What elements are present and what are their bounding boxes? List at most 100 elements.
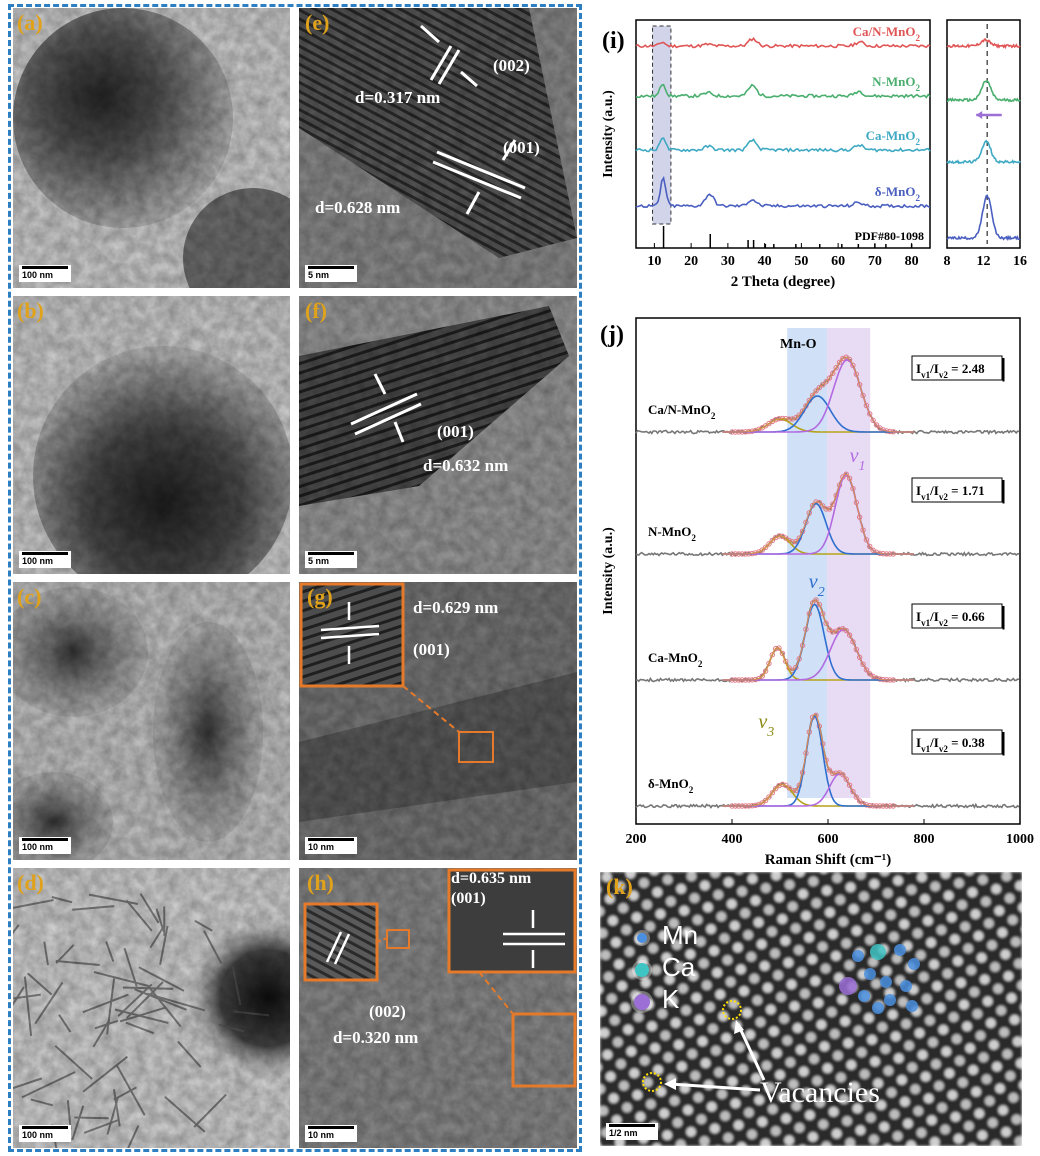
- xrd-series-line: [635, 83, 931, 99]
- raman-x-axis-label: Raman Shift (cm⁻¹): [765, 852, 892, 868]
- raman-x-tick-label: 400: [722, 832, 743, 847]
- xrd-x-tick-label: 70: [868, 254, 882, 269]
- scale-bar-g: 10 nm: [305, 837, 357, 854]
- raman-data-point: [786, 785, 792, 791]
- atom-marker: [884, 994, 896, 1006]
- raman-data-point: [813, 597, 819, 603]
- xrd-highlight-box: [652, 25, 672, 225]
- raman-data-point: [816, 499, 823, 506]
- raman-data-point: [759, 800, 765, 806]
- xrd-series-label: δ-MnO2: [875, 184, 921, 203]
- raman-raw-spectrum: [635, 356, 1020, 436]
- panel-label-d: (d): [17, 870, 44, 895]
- plane-001-e: (001): [503, 138, 540, 157]
- xrd-x-tick-label: 40: [758, 254, 772, 269]
- vacancy-marker: [722, 1000, 742, 1020]
- d-spacing-e2: d=0.628 nm: [315, 198, 401, 217]
- panel-label-c: (c): [17, 584, 42, 609]
- xrd-inset-tick-label: 16: [1013, 254, 1027, 269]
- raman-ratio-label: Iv1/Iv2 = 2.48: [916, 361, 985, 380]
- legend-ca: Ca: [662, 952, 696, 982]
- xrd-x-tick-label: 80: [905, 254, 919, 269]
- raman-data-point: [769, 790, 776, 796]
- raman-fit-envelope: [722, 713, 914, 807]
- raman-v2-label: v2: [809, 571, 825, 600]
- raman-data-point: [856, 798, 863, 804]
- xrd-svg: 10 20 30 40 50 60 70 80 2 Theta (degree) Intensit…: [601, 19, 1027, 290]
- raman-data-point: [840, 771, 846, 778]
- raman-series-label: N-MnO2: [648, 524, 696, 543]
- raman-x-tick-label: 600: [818, 832, 839, 847]
- xrd-x-tick-label: 30: [721, 254, 735, 269]
- hrtem-image-f: (f) (001) d=0.632 nm 5 nm: [299, 296, 577, 574]
- raman-data-point: [813, 388, 819, 394]
- raman-fit-envelope: [722, 473, 914, 555]
- scale-bar-a: 100 nm: [19, 265, 71, 282]
- raman-data-point: [762, 544, 769, 551]
- scale-bar-f: 5 nm: [305, 551, 357, 568]
- atom-marker: [894, 944, 906, 956]
- xrd-inset-series-line: [946, 38, 1021, 50]
- raman-data-point: [870, 417, 876, 424]
- atom-marker: [852, 950, 864, 962]
- raman-data-point: [772, 785, 779, 792]
- xrd-chart: 10 20 30 40 50 60 70 80 2 Theta (degree) Intensit…: [590, 0, 1040, 312]
- panel-label-g: (g): [307, 584, 333, 609]
- scale-bar-b: 100 nm: [19, 551, 71, 568]
- xrd-inset-series-line: [947, 80, 1021, 103]
- xrd-panel-label: (i): [602, 28, 625, 54]
- legend-atom-marker: [634, 994, 650, 1010]
- xrd-y-axis-label: Intensity (a.u.): [601, 90, 616, 178]
- xrd-inset-frame: [946, 19, 1021, 249]
- scale-bar-e: 5 nm: [305, 265, 357, 282]
- xrd-x-tick-label: 10: [647, 254, 661, 269]
- raman-ratio-label: Iv1/Iv2 = 0.38: [916, 735, 985, 754]
- raman-series-label: Ca-MnO2: [648, 650, 703, 669]
- raman-series-label: δ-MnO2: [648, 776, 694, 795]
- panel-label-k: (k): [606, 874, 633, 899]
- raman-ratio-box: [911, 729, 1003, 755]
- raman-data-point: [850, 639, 856, 645]
- panel-label-b: (b): [17, 298, 44, 323]
- raman-data-point: [762, 797, 769, 804]
- d-spacing-f: d=0.632 nm: [423, 456, 509, 475]
- panel-label-a: (a): [17, 10, 43, 35]
- stem-image-k: (k) Mn Ca K Vacancies 1/2 nm: [600, 872, 1022, 1146]
- vacancy-arrow: [736, 1023, 766, 1081]
- raman-data-point: [766, 541, 772, 547]
- raman-data-point: [826, 767, 833, 773]
- plane-001-f: (001): [437, 422, 474, 441]
- raman-data-point: [853, 794, 860, 800]
- raman-data-point: [826, 375, 833, 381]
- raman-data-point: [833, 365, 839, 371]
- raman-mn-o-label: Mn-O: [780, 337, 817, 352]
- atom-marker: [908, 958, 920, 970]
- xrd-x-tick-label: 60: [831, 254, 845, 269]
- plane-001-h: (001): [451, 890, 486, 907]
- raman-data-point: [843, 471, 849, 477]
- raman-data-point: [776, 782, 782, 789]
- legend-atom-marker: [635, 963, 649, 977]
- vacancy-arrow: [669, 1082, 761, 1092]
- xrd-series-line: [635, 175, 931, 209]
- legend-k: K: [662, 984, 680, 1014]
- raman-x-tick-label: 200: [626, 832, 647, 847]
- hrtem-image-h: (h) d=0.635 nm (001) (002) d=0.320 nm 10…: [299, 868, 577, 1148]
- raman-data-point: [772, 645, 779, 652]
- raman-data-point: [820, 611, 826, 617]
- xrd-inset-tick-label: 12: [977, 254, 991, 269]
- xrd-x-tick-label: 50: [794, 254, 808, 269]
- d-spacing-h1: d=0.635 nm: [451, 870, 532, 887]
- atom-marker: [880, 976, 892, 988]
- raman-band: [827, 328, 871, 798]
- raman-data-point: [836, 359, 843, 366]
- raman-svg: 200 400 600 800 1000 Raman Shift (cm⁻¹) Intens…: [600, 317, 1034, 868]
- tem-image-b: (b) 100 nm: [13, 296, 290, 574]
- raman-data-point: [793, 415, 799, 421]
- xrd-inset-tick-label: 8: [944, 254, 951, 269]
- raman-data-point: [823, 620, 829, 626]
- raman-v3-label: v3: [758, 711, 774, 740]
- scale-bar-h: 10 nm: [305, 1125, 357, 1142]
- raman-data-point: [759, 673, 765, 679]
- xrd-x-tick-label: 20: [684, 254, 698, 269]
